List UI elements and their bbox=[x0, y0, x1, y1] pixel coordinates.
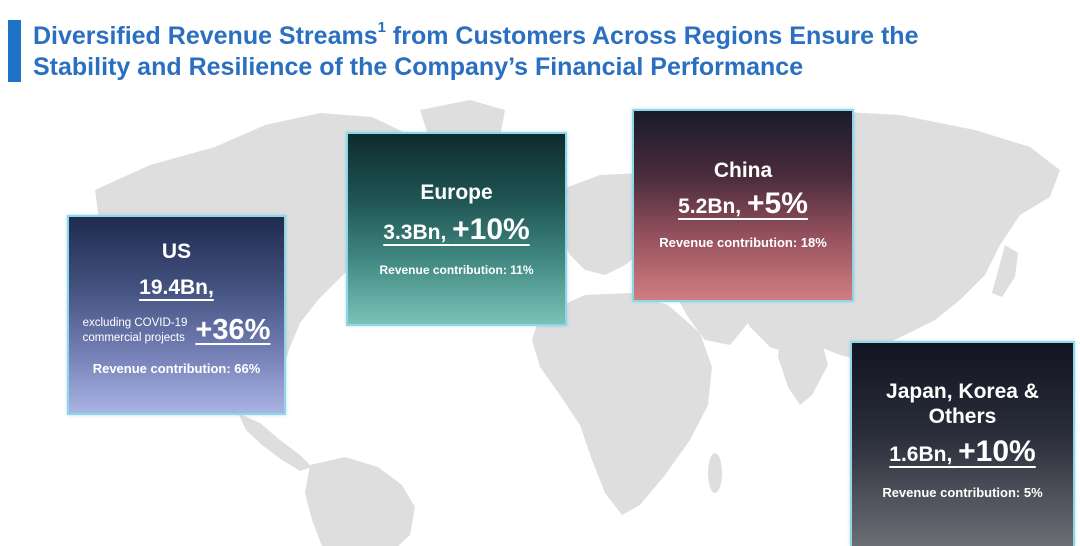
japan-growth: +10% bbox=[958, 435, 1036, 468]
europe-region-card: Europe 3.3Bn, +10% Revenue contribution:… bbox=[346, 132, 567, 326]
us-region-card: US 19.4Bn, excluding COVID-19 commercial… bbox=[67, 215, 286, 415]
us-revenue: 19.4Bn, bbox=[139, 276, 214, 299]
us-revenue-contribution: Revenue contribution: 66% bbox=[92, 361, 261, 376]
us-growth-row: excluding COVID-19 commercial projects +… bbox=[69, 314, 284, 347]
title-line2: Stability and Resilience of the Company’… bbox=[33, 53, 804, 81]
europe-revenue-contribution: Revenue contribution: 11% bbox=[379, 263, 534, 277]
japan-region-name-line2: Others bbox=[928, 405, 997, 428]
central-america-shape bbox=[238, 413, 312, 471]
madagascar-shape bbox=[708, 453, 722, 493]
china-revenue-figure: 5.2Bn, +5% bbox=[678, 187, 808, 221]
china-amount-row: 5.2Bn, +5% bbox=[634, 187, 852, 221]
japan-revenue-figure: 1.6Bn, +10% bbox=[889, 435, 1035, 469]
africa-shape bbox=[532, 293, 712, 515]
japan-korea-others-region-card: Japan, Korea & Others 1.6Bn, +10% Revenu… bbox=[850, 341, 1075, 546]
japan-revenue: 1.6Bn, bbox=[889, 443, 959, 466]
china-region-name: China bbox=[713, 159, 773, 182]
japan-shape bbox=[992, 245, 1018, 297]
us-region-name: US bbox=[161, 240, 192, 263]
europe-growth: +10% bbox=[452, 213, 530, 246]
china-revenue-contribution: Revenue contribution: 18% bbox=[659, 235, 827, 250]
europe-amount-row: 3.3Bn, +10% bbox=[348, 213, 565, 247]
title-line1-suffix: from Customers Across Regions Ensure the bbox=[385, 22, 919, 50]
us-note-line1: excluding COVID-19 bbox=[82, 316, 188, 329]
title-line1-prefix: Diversified Revenue Streams bbox=[33, 22, 378, 50]
japan-revenue-contribution: Revenue contribution: 5% bbox=[882, 485, 1043, 500]
title-footnote-marker: 1 bbox=[377, 18, 386, 36]
europe-revenue-figure: 3.3Bn, +10% bbox=[383, 213, 529, 247]
japan-region-name: Japan, Korea & Others bbox=[852, 379, 1073, 429]
japan-region-name-line1: Japan, Korea & bbox=[886, 380, 1039, 403]
us-growth-note: excluding COVID-19 commercial projects bbox=[83, 316, 188, 346]
china-region-card: China 5.2Bn, +5% Revenue contribution: 1… bbox=[632, 109, 854, 302]
europe-revenue: 3.3Bn, bbox=[383, 221, 453, 244]
china-revenue: 5.2Bn, bbox=[678, 195, 747, 218]
slide-title: Diversified Revenue Streams1 from Custom… bbox=[33, 18, 1043, 83]
title-accent-bar bbox=[8, 20, 21, 82]
india-shape bbox=[778, 330, 828, 405]
south-america-shape bbox=[305, 457, 415, 546]
japan-amount-row: 1.6Bn, +10% bbox=[852, 435, 1073, 469]
us-growth: +36% bbox=[195, 314, 271, 346]
europe-region-name: Europe bbox=[420, 181, 493, 204]
us-note-line2: commercial projects bbox=[82, 331, 185, 344]
china-growth: +5% bbox=[746, 187, 808, 220]
